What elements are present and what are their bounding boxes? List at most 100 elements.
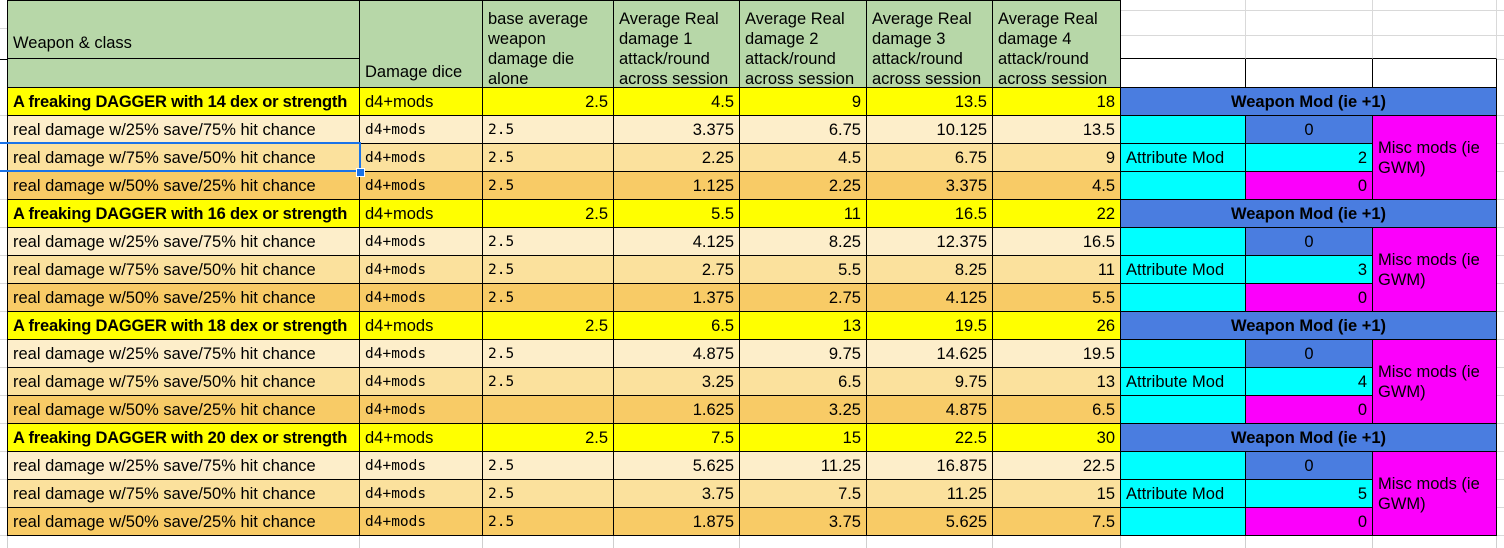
base-avg-cell[interactable]: 2.5 bbox=[483, 200, 614, 228]
base-avg-cell[interactable] bbox=[483, 396, 614, 424]
misc-mods-value-cell[interactable]: 0 bbox=[1246, 396, 1373, 424]
damage-dice-cell[interactable]: d4+mods bbox=[360, 144, 483, 172]
avg-damage-cell[interactable]: 9.75 bbox=[867, 368, 993, 396]
avg-damage-cell[interactable]: 26 bbox=[993, 312, 1121, 340]
avg-damage-cell[interactable]: 13 bbox=[740, 312, 867, 340]
weapon-mod-header-cell[interactable]: Weapon Mod (ie +1) bbox=[1121, 88, 1497, 116]
base-avg-cell[interactable]: 2.5 bbox=[483, 340, 614, 368]
base-avg-cell[interactable]: 2.5 bbox=[483, 368, 614, 396]
avg-damage-cell[interactable]: 13.5 bbox=[993, 116, 1121, 144]
base-avg-cell[interactable]: 2.5 bbox=[483, 116, 614, 144]
misc-mods-value-cell[interactable]: 0 bbox=[1246, 172, 1373, 200]
avg-damage-cell[interactable]: 4.5 bbox=[993, 172, 1121, 200]
avg-damage-cell[interactable]: 3.75 bbox=[740, 508, 867, 536]
avg-damage-cell[interactable]: 5.625 bbox=[867, 508, 993, 536]
empty-cyan-cell[interactable] bbox=[1121, 116, 1246, 144]
fill-handle[interactable] bbox=[356, 168, 365, 177]
avg-damage-cell[interactable]: 16.875 bbox=[867, 452, 993, 480]
avg-damage-cell[interactable]: 15 bbox=[993, 480, 1121, 508]
row-label-cell[interactable]: real damage w/25% save/75% hit chance bbox=[8, 340, 360, 368]
avg-damage-cell[interactable]: 8.25 bbox=[740, 228, 867, 256]
attribute-mod-value-cell[interactable]: 4 bbox=[1246, 368, 1373, 396]
avg-damage-cell[interactable]: 3.75 bbox=[614, 480, 740, 508]
base-avg-cell[interactable]: 2.5 bbox=[483, 452, 614, 480]
damage-dice-cell[interactable]: d4+mods bbox=[360, 172, 483, 200]
avg-damage-cell[interactable]: 16.5 bbox=[867, 200, 993, 228]
avg-damage-cell[interactable]: 6.5 bbox=[993, 396, 1121, 424]
damage-dice-cell[interactable]: d4+mods bbox=[360, 424, 483, 452]
avg-damage-cell[interactable]: 4.125 bbox=[867, 284, 993, 312]
damage-dice-cell[interactable]: d4+mods bbox=[360, 284, 483, 312]
left-partial-column[interactable] bbox=[0, 0, 8, 536]
weapon-mod-value-cell[interactable]: 0 bbox=[1246, 228, 1373, 256]
avg-damage-cell[interactable]: 2.75 bbox=[740, 284, 867, 312]
weapon-title-cell[interactable]: A freaking DAGGER with 14 dex or strengt… bbox=[8, 88, 360, 116]
empty-cyan-cell[interactable] bbox=[1121, 508, 1246, 536]
avg-damage-cell[interactable]: 1.875 bbox=[614, 508, 740, 536]
weapon-mod-header-cell[interactable]: Weapon Mod (ie +1) bbox=[1121, 424, 1497, 452]
empty-cyan-cell[interactable] bbox=[1121, 452, 1246, 480]
avg-damage-cell[interactable]: 11.25 bbox=[867, 480, 993, 508]
damage-dice-cell[interactable]: d4+mods bbox=[360, 116, 483, 144]
attribute-mod-label-cell[interactable]: Attribute Mod bbox=[1121, 480, 1246, 508]
avg-damage-cell[interactable]: 7.5 bbox=[740, 480, 867, 508]
attribute-mod-label-cell[interactable]: Attribute Mod bbox=[1121, 368, 1246, 396]
avg-damage-cell[interactable]: 3.375 bbox=[614, 116, 740, 144]
empty-cyan-cell[interactable] bbox=[1121, 284, 1246, 312]
avg-damage-cell[interactable]: 11.25 bbox=[740, 452, 867, 480]
row-label-cell[interactable]: real damage w/50% save/25% hit chance bbox=[8, 396, 360, 424]
damage-dice-cell[interactable]: d4+mods bbox=[360, 396, 483, 424]
row-label-cell[interactable]: real damage w/25% save/75% hit chance bbox=[8, 228, 360, 256]
avg-damage-cell[interactable]: 22 bbox=[993, 200, 1121, 228]
avg-damage-cell[interactable]: 6.75 bbox=[740, 116, 867, 144]
empty-cell[interactable] bbox=[1246, 59, 1373, 88]
avg-damage-cell[interactable]: 9 bbox=[993, 144, 1121, 172]
base-avg-cell[interactable]: 2.5 bbox=[483, 172, 614, 200]
header-base-average[interactable]: base average weapon damage die alone bbox=[483, 0, 614, 88]
misc-mods-value-cell[interactable]: 0 bbox=[1246, 508, 1373, 536]
avg-damage-cell[interactable]: 10.125 bbox=[867, 116, 993, 144]
row-label-cell[interactable]: real damage w/25% save/75% hit chance bbox=[8, 452, 360, 480]
empty-cyan-cell[interactable] bbox=[1121, 340, 1246, 368]
bottom-partial-row[interactable] bbox=[0, 536, 1504, 548]
base-avg-cell[interactable]: 2.5 bbox=[483, 144, 614, 172]
damage-dice-cell[interactable]: d4+mods bbox=[360, 480, 483, 508]
empty-cyan-cell[interactable] bbox=[1121, 396, 1246, 424]
avg-damage-cell[interactable]: 7.5 bbox=[614, 424, 740, 452]
attribute-mod-label-cell[interactable]: Attribute Mod bbox=[1121, 144, 1246, 172]
damage-dice-cell[interactable]: d4+mods bbox=[360, 452, 483, 480]
row-label-cell[interactable]: real damage w/75% save/50% hit chance bbox=[8, 144, 360, 172]
avg-damage-cell[interactable]: 7.5 bbox=[993, 508, 1121, 536]
avg-damage-cell[interactable]: 9.75 bbox=[740, 340, 867, 368]
avg-damage-cell[interactable]: 13 bbox=[993, 368, 1121, 396]
damage-dice-cell[interactable]: d4+mods bbox=[360, 368, 483, 396]
misc-mods-label-cell[interactable]: Misc mods (ie GWM) bbox=[1373, 116, 1497, 200]
row-label-cell[interactable]: real damage w/75% save/50% hit chance bbox=[8, 256, 360, 284]
avg-damage-cell[interactable]: 2.25 bbox=[740, 172, 867, 200]
damage-dice-cell[interactable]: d4+mods bbox=[360, 340, 483, 368]
header-avg-damage-4[interactable]: Average Real damage 4 attack/round acros… bbox=[993, 0, 1121, 88]
base-avg-cell[interactable]: 2.5 bbox=[483, 256, 614, 284]
avg-damage-cell[interactable]: 1.375 bbox=[614, 284, 740, 312]
damage-dice-cell[interactable]: d4+mods bbox=[360, 508, 483, 536]
weapon-mod-header-cell[interactable]: Weapon Mod (ie +1) bbox=[1121, 312, 1497, 340]
avg-damage-cell[interactable]: 9 bbox=[740, 88, 867, 116]
base-avg-cell[interactable]: 2.5 bbox=[483, 228, 614, 256]
base-avg-cell[interactable]: 2.5 bbox=[483, 88, 614, 116]
avg-damage-cell[interactable]: 5.5 bbox=[993, 284, 1121, 312]
base-avg-cell[interactable]: 2.5 bbox=[483, 508, 614, 536]
avg-damage-cell[interactable]: 12.375 bbox=[867, 228, 993, 256]
weapon-title-cell[interactable]: A freaking DAGGER with 16 dex or strengt… bbox=[8, 200, 360, 228]
misc-mods-label-cell[interactable]: Misc mods (ie GWM) bbox=[1373, 340, 1497, 424]
avg-damage-cell[interactable]: 13.5 bbox=[867, 88, 993, 116]
header-avg-damage-1[interactable]: Average Real damage 1 attack/round acros… bbox=[614, 0, 740, 88]
avg-damage-cell[interactable]: 3.375 bbox=[867, 172, 993, 200]
weapon-title-cell[interactable]: A freaking DAGGER with 18 dex or strengt… bbox=[8, 312, 360, 340]
empty-cell[interactable] bbox=[1373, 59, 1497, 88]
avg-damage-cell[interactable]: 15 bbox=[740, 424, 867, 452]
avg-damage-cell[interactable]: 4.5 bbox=[614, 88, 740, 116]
avg-damage-cell[interactable]: 14.625 bbox=[867, 340, 993, 368]
weapon-mod-header-cell[interactable]: Weapon Mod (ie +1) bbox=[1121, 200, 1497, 228]
damage-dice-cell[interactable]: d4+mods bbox=[360, 228, 483, 256]
avg-damage-cell[interactable]: 6.75 bbox=[867, 144, 993, 172]
